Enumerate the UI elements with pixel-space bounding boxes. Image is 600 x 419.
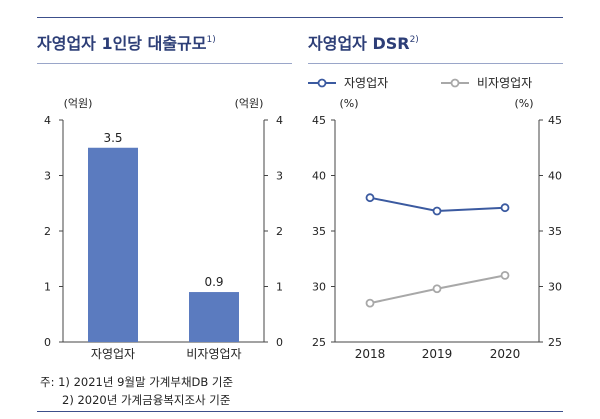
line-left-tick-label: 40 [312,170,326,183]
bar-left-tick-label: 2 [44,225,51,238]
line-right-tick-label: 35 [548,225,562,238]
note-2: 2) 2020년 가계금융복지조사 기준 [62,393,231,407]
line-left-tick-label: 25 [312,336,326,349]
right-panel-title: 자영업자 DSR2) [308,30,419,54]
bar-category-label: 비자영업자 [186,347,241,361]
bar-left-tick-label: 0 [44,336,51,349]
line-left-tick-label: 45 [312,114,326,127]
right-title-text: 자영업자 DSR [308,34,410,53]
legend-marker [317,78,327,88]
right-title-rule [308,63,563,64]
left-title-text: 자영업자 1인당 대출규모 [37,34,207,53]
line-left-tick-label: 35 [312,225,326,238]
note-1: 주: 1) 2021년 9월말 가계부채DB 기준 [40,375,234,389]
line-right-tick-label: 40 [548,170,562,183]
series-point [432,206,442,216]
line-right-tick-label: 30 [548,281,562,294]
bar-left-tick-label: 3 [44,170,51,183]
left-panel-title: 자영업자 1인당 대출규모1) [37,30,216,54]
series-point [500,270,510,280]
bar-left-tick-label: 4 [44,114,51,127]
series-point [365,193,375,203]
bar-right-tick-label: 4 [276,114,283,127]
bar-left-unit: (억원) [64,97,93,110]
series-point [432,284,442,294]
bar [88,147,138,342]
bar-value-label: 0.9 [204,275,223,289]
line-left-unit: (%) [339,97,358,110]
bottom-rule [37,411,563,412]
line-right-unit: (%) [514,97,533,110]
line-x-tick-label: 2019 [422,347,453,361]
line-x-tick-label: 2020 [490,347,521,361]
line-right-tick-label: 25 [548,336,562,349]
line-left-tick-label: 30 [312,281,326,294]
series-point [365,298,375,308]
line-x-tick-label: 2018 [355,347,386,361]
legend-marker [450,78,460,88]
bar-category-label: 자영업자 [91,347,135,361]
line-right-tick-label: 45 [548,114,562,127]
right-title-footnote-mark: 2) [409,35,419,45]
legend-label: 비자영업자 [477,76,532,90]
bar-right-tick-label: 2 [276,225,283,238]
top-rule [37,17,563,18]
bar-right-tick-label: 1 [276,281,283,294]
left-title-rule [37,63,292,64]
bar-left-tick-label: 1 [44,281,51,294]
bar-value-label: 3.5 [103,131,122,145]
bar-right-tick-label: 0 [276,336,283,349]
bar-right-unit: (억원) [235,97,264,110]
legend-label: 자영업자 [344,76,388,90]
bar-right-tick-label: 3 [276,170,283,183]
bar-chart: (억원) (억원) 0 1 2 3 4 0 1 2 3 4 3.5 0.9 자영업자 비자영업자 [44,97,283,361]
series-point [500,203,510,213]
bar [189,292,239,342]
left-title-footnote-mark: 1) [206,35,216,45]
